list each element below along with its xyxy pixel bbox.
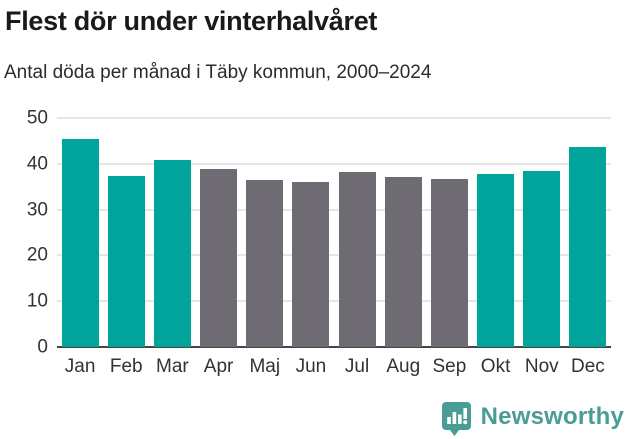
bar-mar	[153, 159, 191, 347]
x-tick-label-feb: Feb	[109, 356, 143, 377]
gridline-50	[57, 117, 611, 119]
chart-subtitle: Antal döda per månad i Täby kommun, 2000…	[4, 62, 432, 83]
y-tick-label-10: 10	[26, 290, 48, 312]
x-tick-label-dec: Dec	[571, 356, 605, 377]
y-tick-label-0: 0	[37, 336, 48, 358]
y-tick-label-40: 40	[26, 153, 48, 175]
bar-jul	[338, 171, 376, 347]
plot-area	[57, 117, 611, 348]
x-tick-label-maj: Maj	[249, 356, 281, 377]
x-tick-label-jun: Jun	[295, 356, 327, 377]
x-tick-label-okt: Okt	[480, 356, 511, 377]
x-axis-baseline	[57, 346, 611, 348]
bar-dec	[569, 146, 607, 347]
y-tick-label-50: 50	[26, 107, 48, 129]
chart-title: Flest dör under vinterhalvåret	[5, 6, 378, 36]
brand-footer: Newsworthy	[440, 398, 624, 436]
x-tick-label-aug: Aug	[386, 356, 421, 377]
brand-name: Newsworthy	[480, 403, 624, 430]
y-axis: 0 10 20 30 40 50	[0, 109, 48, 357]
x-tick-label-jul: Jul	[344, 356, 370, 377]
bar-jan	[61, 139, 99, 347]
bar-jun	[292, 182, 330, 347]
x-tick-label-nov: Nov	[524, 356, 559, 377]
bar-okt	[477, 174, 515, 347]
gridline-20	[57, 254, 611, 257]
bar-nov	[523, 170, 561, 347]
bar-feb	[107, 176, 145, 347]
gridline-40	[57, 162, 611, 165]
x-axis: Jan Feb Mar Apr Maj Jun Jul Aug Sep Okt Nov Dec	[57, 356, 611, 382]
gridline-30	[57, 208, 611, 211]
x-tick-label-apr: Apr	[203, 356, 234, 377]
y-tick-label-30: 30	[26, 199, 48, 221]
bar-maj	[246, 180, 284, 347]
bar-apr	[200, 168, 238, 347]
x-tick-label-jan: Jan	[64, 356, 96, 377]
newsworthy-logo-icon	[441, 401, 471, 436]
x-tick-label-sep: Sep	[432, 356, 467, 377]
y-tick-label-20: 20	[26, 244, 48, 266]
bar-aug	[384, 176, 422, 347]
x-tick-label-mar: Mar	[156, 356, 189, 377]
gridline-10	[57, 300, 611, 303]
bar-sep	[430, 179, 468, 347]
